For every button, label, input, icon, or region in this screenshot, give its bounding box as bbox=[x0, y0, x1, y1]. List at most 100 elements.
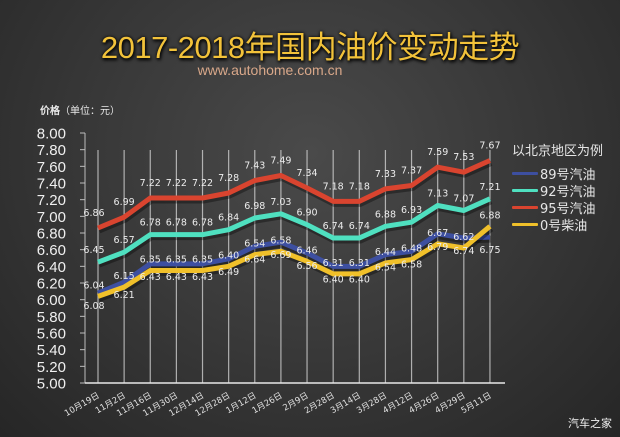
y-tick-label: 7.60 bbox=[37, 159, 66, 176]
data-label: 6.43 bbox=[140, 272, 161, 283]
legend-swatch bbox=[512, 223, 538, 226]
data-label: 6.08 bbox=[83, 301, 104, 312]
y-tick-label: 5.40 bbox=[37, 342, 66, 359]
legend-item: 0号柴油 bbox=[512, 216, 603, 234]
legend-swatch bbox=[512, 172, 538, 175]
chart-title: 2017-2018年国内油价变动走势 bbox=[100, 30, 520, 65]
legend-swatch bbox=[512, 206, 538, 209]
y-tick-label: 7.40 bbox=[37, 176, 66, 193]
data-label: 6.04 bbox=[83, 280, 104, 291]
data-label: 6.43 bbox=[192, 272, 213, 283]
data-label: 7.13 bbox=[427, 189, 448, 200]
source-url: www.autohome.com.cn bbox=[197, 62, 343, 78]
data-label: 6.90 bbox=[296, 208, 317, 219]
data-label: 7.33 bbox=[375, 169, 396, 180]
data-label: 6.74 bbox=[453, 246, 474, 257]
data-label: 6.86 bbox=[83, 208, 104, 219]
data-label: 6.35 bbox=[166, 255, 187, 266]
watermark: 汽车之家 bbox=[568, 417, 612, 430]
data-label: 6.54 bbox=[375, 263, 396, 274]
x-tick-label: 10月19日 bbox=[63, 391, 101, 419]
y-tick-label: 6.80 bbox=[37, 226, 66, 243]
data-label: 6.40 bbox=[349, 274, 370, 285]
y-tick-label: 6.40 bbox=[37, 259, 66, 276]
data-label: 6.40 bbox=[218, 250, 239, 261]
data-label: 7.43 bbox=[244, 161, 265, 172]
legend-item: 95号汽油 bbox=[512, 199, 603, 217]
data-label: 6.45 bbox=[83, 245, 104, 256]
legend: 以北京地区为例 89号汽油 92号汽油 95号汽油 0号柴油 bbox=[512, 140, 604, 234]
data-label: 7.67 bbox=[479, 141, 500, 152]
data-label: 6.98 bbox=[244, 201, 265, 212]
data-label: 6.78 bbox=[166, 218, 187, 229]
legend-label: 95号汽油 bbox=[540, 202, 596, 217]
legend-label: 92号汽油 bbox=[540, 185, 596, 200]
data-label: 7.53 bbox=[453, 152, 474, 163]
y-tick-label: 5.20 bbox=[37, 359, 66, 376]
y-tick-label: 6.00 bbox=[37, 292, 66, 309]
y-axis-title: 价格（单位：元） bbox=[40, 102, 120, 117]
y-tick-label: 5.80 bbox=[37, 309, 66, 326]
data-label: 7.22 bbox=[140, 178, 161, 189]
x-tick-label: 1月26日 bbox=[251, 391, 285, 416]
data-label: 7.22 bbox=[166, 178, 187, 189]
y-tick-label: 7.20 bbox=[37, 192, 66, 209]
data-label: 6.31 bbox=[349, 258, 370, 269]
data-label: 6.74 bbox=[323, 221, 344, 232]
y-tick-label: 6.60 bbox=[37, 242, 66, 259]
data-label: 7.28 bbox=[218, 173, 239, 184]
y-tick-label: 5.60 bbox=[37, 326, 66, 343]
data-label: 7.21 bbox=[479, 182, 500, 193]
y-tick-label: 5.00 bbox=[37, 376, 66, 393]
data-label: 6.84 bbox=[218, 213, 239, 224]
series-line-0 bbox=[97, 231, 491, 296]
data-label: 7.37 bbox=[401, 166, 422, 177]
data-label: 6.44 bbox=[375, 247, 396, 258]
data-label: 6.58 bbox=[401, 259, 422, 270]
data-label: 6.54 bbox=[244, 239, 265, 250]
y-tick-label: 7.00 bbox=[37, 209, 66, 226]
data-label: 7.07 bbox=[453, 194, 474, 205]
legend-title: 以北京地区为例 bbox=[512, 144, 604, 159]
legend-item: 92号汽油 bbox=[512, 182, 603, 200]
data-label: 6.99 bbox=[114, 197, 135, 208]
y-axis-title-main: 价格 bbox=[40, 106, 60, 117]
data-label: 6.58 bbox=[270, 235, 291, 246]
series-line-1 bbox=[97, 196, 491, 265]
data-label: 7.18 bbox=[323, 181, 344, 192]
data-label: 6.15 bbox=[114, 271, 135, 282]
data-label: 6.46 bbox=[296, 245, 317, 256]
legend-item: 89号汽油 bbox=[512, 165, 603, 183]
legend-label: 89号汽油 bbox=[540, 168, 596, 183]
data-label: 6.31 bbox=[323, 258, 344, 269]
data-label: 6.75 bbox=[479, 245, 500, 256]
data-label: 7.59 bbox=[427, 147, 448, 158]
y-tick-label: 7.80 bbox=[37, 142, 66, 159]
data-label: 6.49 bbox=[218, 267, 239, 278]
data-label: 7.03 bbox=[270, 197, 291, 208]
data-label: 7.49 bbox=[270, 156, 291, 167]
data-label: 6.43 bbox=[166, 272, 187, 283]
legend-swatch bbox=[512, 189, 538, 192]
data-label: 6.21 bbox=[114, 290, 135, 301]
data-label: 6.56 bbox=[296, 261, 317, 272]
y-tick-label: 8.00 bbox=[37, 126, 66, 143]
y-tick-label: 6.20 bbox=[37, 276, 66, 293]
data-label: 6.79 bbox=[427, 242, 448, 253]
data-label: 6.93 bbox=[401, 205, 422, 216]
data-label: 6.64 bbox=[244, 254, 265, 265]
data-label: 6.35 bbox=[140, 255, 161, 266]
data-label: 7.18 bbox=[349, 181, 370, 192]
data-label: 6.40 bbox=[323, 274, 344, 285]
data-label: 6.35 bbox=[192, 255, 213, 266]
y-axis-unit: （单位：元） bbox=[60, 106, 120, 117]
series-line-2 bbox=[97, 158, 491, 231]
data-label: 6.57 bbox=[114, 235, 135, 246]
legend-items: 89号汽油 92号汽油 95号汽油 0号柴油 bbox=[512, 165, 603, 234]
data-label: 6.78 bbox=[140, 218, 161, 229]
data-label: 6.88 bbox=[479, 210, 500, 221]
data-label: 6.62 bbox=[453, 232, 474, 243]
data-label: 6.78 bbox=[192, 218, 213, 229]
series-line-3 bbox=[97, 224, 492, 299]
